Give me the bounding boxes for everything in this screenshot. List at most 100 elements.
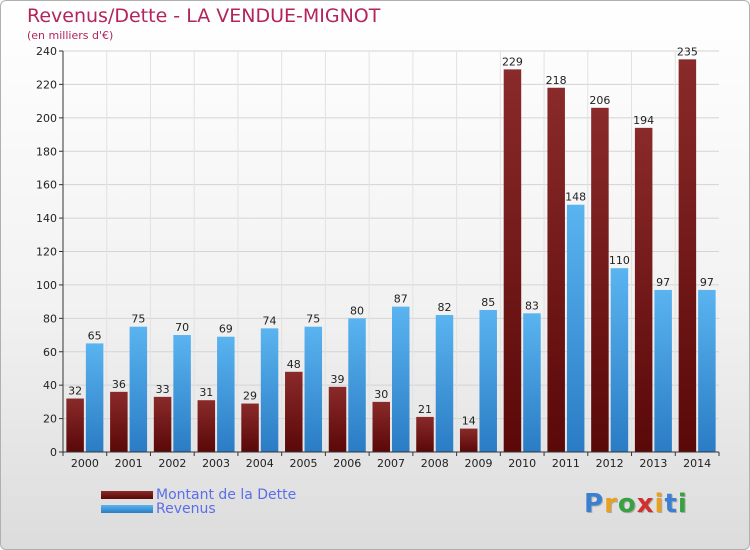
x-tick-label-2004: 2004 bbox=[246, 457, 274, 470]
y-tick-label-220: 220 bbox=[36, 78, 57, 91]
data-label-revenus-2006: 80 bbox=[350, 304, 364, 317]
x-tick-label-2012: 2012 bbox=[596, 457, 624, 470]
data-label-revenus-2005: 75 bbox=[306, 313, 320, 326]
data-label-dette-2010: 229 bbox=[502, 55, 523, 68]
y-tick-label-240: 240 bbox=[36, 45, 57, 58]
bar-revenus-2014 bbox=[698, 289, 716, 452]
data-label-revenus-2010: 83 bbox=[525, 299, 539, 312]
x-tick-label-2008: 2008 bbox=[421, 457, 449, 470]
x-tick-label-2000: 2000 bbox=[71, 457, 99, 470]
legend-label-revenus: Revenus bbox=[156, 501, 216, 517]
data-label-revenus-2002: 70 bbox=[175, 321, 189, 334]
bar-revenus-2002 bbox=[173, 335, 191, 452]
x-tick-label-2010: 2010 bbox=[508, 457, 536, 470]
data-label-dette-2012: 206 bbox=[589, 94, 610, 107]
data-label-revenus-2000: 65 bbox=[88, 329, 102, 342]
logo-letter-6: i bbox=[677, 489, 688, 519]
data-label-revenus-2001: 75 bbox=[131, 313, 145, 326]
data-label-dette-2004: 29 bbox=[243, 390, 257, 403]
y-tick-label-0: 0 bbox=[50, 446, 57, 459]
proxiti-logo: Proxiti bbox=[584, 489, 688, 519]
legend-label-dette: Montant de la Dette bbox=[156, 487, 297, 503]
data-label-dette-2006: 39 bbox=[331, 373, 345, 386]
data-label-dette-2014: 235 bbox=[677, 45, 698, 58]
data-label-revenus-2008: 82 bbox=[437, 301, 451, 314]
data-label-dette-2003: 31 bbox=[199, 386, 213, 399]
data-label-revenus-2014: 97 bbox=[700, 276, 714, 289]
y-tick-label-120: 120 bbox=[36, 246, 57, 259]
bar-dette-2012 bbox=[591, 107, 609, 452]
bar-dette-2000 bbox=[66, 398, 84, 452]
data-label-dette-2001: 36 bbox=[112, 378, 126, 391]
bar-revenus-2006 bbox=[348, 318, 366, 452]
y-tick-label-60: 60 bbox=[43, 346, 57, 359]
bar-dette-2013 bbox=[634, 127, 653, 452]
y-tick-label-20: 20 bbox=[43, 413, 57, 426]
logo-letter-1: r bbox=[604, 489, 618, 519]
y-tick-label-100: 100 bbox=[36, 279, 57, 292]
data-label-dette-2005: 48 bbox=[287, 358, 301, 371]
bar-dette-2008 bbox=[416, 416, 434, 452]
logo-letter-4: i bbox=[654, 489, 665, 519]
bar-dette-2010 bbox=[503, 69, 522, 453]
data-label-dette-2009: 14 bbox=[462, 415, 476, 428]
chart-title: Revenus/Dette - LA VENDUE-MIGNOT bbox=[27, 5, 381, 27]
bar-revenus-2009 bbox=[479, 309, 497, 452]
data-label-revenus-2009: 85 bbox=[481, 296, 495, 309]
x-tick-label-2014: 2014 bbox=[683, 457, 711, 470]
bar-revenus-2005 bbox=[304, 326, 323, 452]
x-tick-label-2007: 2007 bbox=[377, 457, 405, 470]
logo-letter-5: t bbox=[664, 489, 678, 519]
bar-revenus-2000 bbox=[85, 343, 104, 452]
data-label-revenus-2007: 87 bbox=[394, 293, 408, 306]
logo-letter-0: P bbox=[584, 489, 605, 519]
y-tick-label-140: 140 bbox=[36, 212, 57, 225]
y-tick-label-160: 160 bbox=[36, 179, 57, 192]
x-tick-label-2001: 2001 bbox=[115, 457, 143, 470]
x-tick-label-2013: 2013 bbox=[639, 457, 667, 470]
bar-dette-2014 bbox=[678, 59, 697, 453]
bar-revenus-2001 bbox=[129, 326, 148, 452]
bar-revenus-2011 bbox=[566, 204, 585, 452]
data-label-dette-2002: 33 bbox=[156, 383, 170, 396]
bar-dette-2004 bbox=[241, 403, 259, 452]
x-tick-label-2009: 2009 bbox=[464, 457, 492, 470]
x-tick-label-2005: 2005 bbox=[290, 457, 318, 470]
data-label-revenus-2011: 148 bbox=[565, 191, 586, 204]
bar-revenus-2003 bbox=[217, 336, 235, 452]
x-tick-label-2011: 2011 bbox=[552, 457, 580, 470]
bar-revenus-2008 bbox=[435, 314, 454, 452]
x-tick-label-2006: 2006 bbox=[333, 457, 361, 470]
bar-revenus-2007 bbox=[392, 306, 410, 452]
bar-revenus-2004 bbox=[260, 328, 279, 452]
bar-dette-2003 bbox=[197, 400, 216, 452]
data-label-dette-2013: 194 bbox=[633, 114, 654, 127]
bar-revenus-2012 bbox=[610, 268, 629, 452]
bar-revenus-2010 bbox=[523, 313, 541, 452]
legend-swatch-revenus bbox=[101, 505, 153, 513]
bar-dette-2001 bbox=[110, 391, 128, 452]
x-tick-label-2002: 2002 bbox=[158, 457, 186, 470]
logo-letter-3: x bbox=[636, 489, 655, 519]
bar-dette-2009 bbox=[459, 428, 478, 452]
data-label-revenus-2012: 110 bbox=[609, 254, 630, 267]
legend-swatch-dette bbox=[101, 491, 153, 499]
data-label-dette-2000: 32 bbox=[68, 385, 82, 398]
bar-dette-2002 bbox=[153, 396, 172, 452]
bar-dette-2006 bbox=[328, 386, 347, 452]
data-label-dette-2008: 21 bbox=[418, 403, 432, 416]
chart-subtitle: (en milliers d'€) bbox=[27, 29, 114, 42]
data-label-revenus-2013: 97 bbox=[656, 276, 670, 289]
data-label-revenus-2004: 74 bbox=[263, 314, 277, 327]
y-tick-label-200: 200 bbox=[36, 112, 57, 125]
y-tick-label-40: 40 bbox=[43, 379, 57, 392]
bar-dette-2007 bbox=[372, 401, 390, 452]
y-tick-label-80: 80 bbox=[43, 312, 57, 325]
y-tick-label-180: 180 bbox=[36, 145, 57, 158]
data-label-dette-2007: 30 bbox=[374, 388, 388, 401]
bar-dette-2005 bbox=[285, 371, 303, 452]
data-label-dette-2011: 218 bbox=[546, 74, 567, 87]
bar-revenus-2013 bbox=[654, 289, 672, 452]
